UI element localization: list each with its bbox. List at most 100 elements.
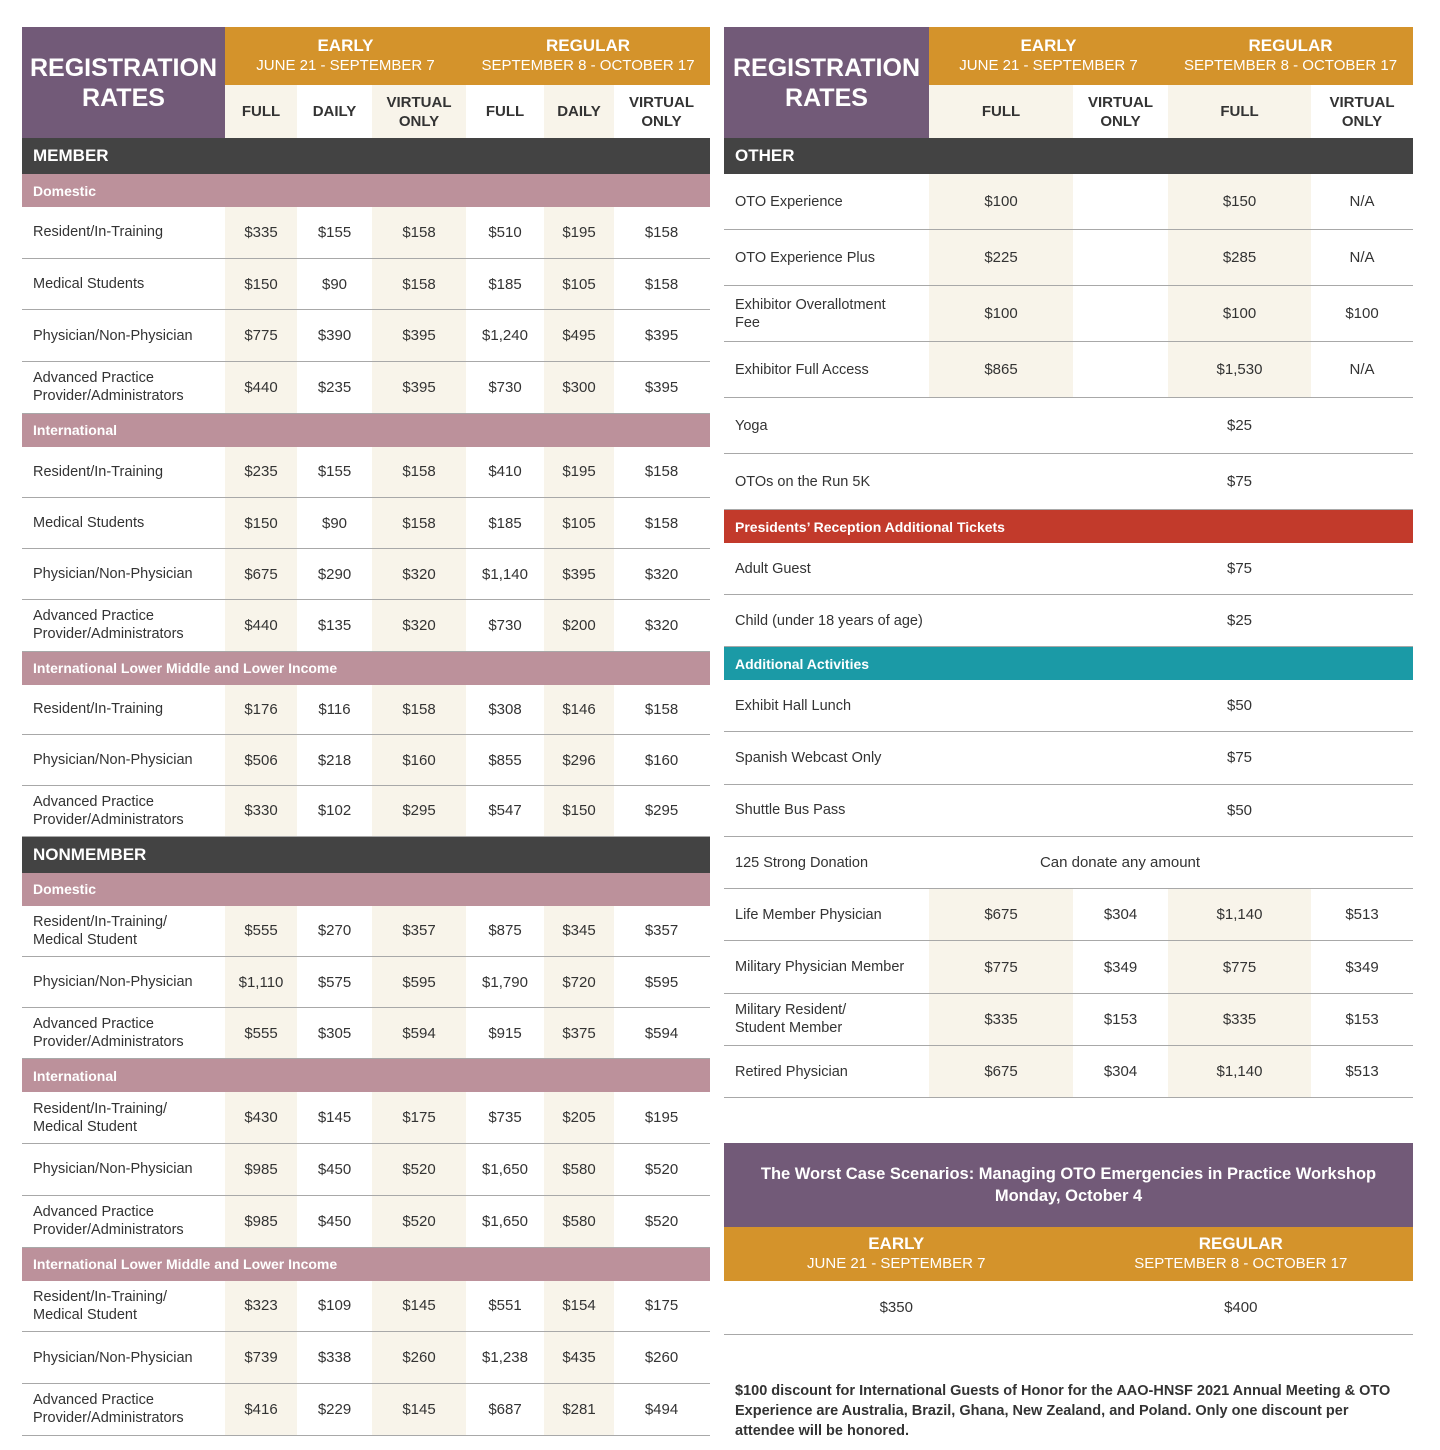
price-cell: $150 xyxy=(1168,174,1311,229)
price-cell: $430 xyxy=(225,1092,297,1144)
column-header: FULL xyxy=(929,85,1073,138)
price-cell: $75 xyxy=(1226,749,1253,767)
price-cell: $855 xyxy=(488,751,522,769)
table-title: REGISTRATION RATES xyxy=(22,27,225,138)
price-cell: $1,140 xyxy=(482,565,528,583)
price-cell: $175 xyxy=(372,1092,466,1144)
early-label: EARLY xyxy=(868,1234,925,1253)
price-cell: $410 xyxy=(488,463,522,481)
column-header: FULL xyxy=(225,85,297,138)
table-row: Physician/Non-Physician $506 $218 $160 $855 $… xyxy=(22,735,710,786)
table-row: Medical Students $150 $90 $158 $185 $105 $158 xyxy=(22,497,710,550)
row-label-line-1: Military Resident/ xyxy=(735,1002,847,1019)
row-label-line-1: Advanced Practice xyxy=(33,793,154,810)
price-cell: $520 xyxy=(644,1160,679,1178)
early-period: EARLY JUNE 21 - SEPTEMBER 7 xyxy=(929,27,1168,85)
price-cell: $158 xyxy=(644,514,679,532)
price-cell: $100 xyxy=(1345,305,1379,322)
column-header-line-2: ONLY xyxy=(398,112,440,130)
price-cell: $1,530 xyxy=(1168,342,1311,397)
regular-period: REGULAR SEPTEMBER 8 - OCTOBER 17 xyxy=(466,27,710,85)
price-cell: $281 xyxy=(544,1383,614,1435)
price-cell: $109 xyxy=(317,1297,352,1315)
table-title: REGISTRATION RATES xyxy=(724,27,929,138)
price-cell xyxy=(1073,342,1168,397)
price-cell: $90 xyxy=(321,514,348,532)
table-row: Physician/Non-Physician $675 $290 $320 $1,14… xyxy=(22,549,710,601)
price-cell: Can donate any amount xyxy=(1039,854,1201,872)
price-cell: $75 xyxy=(1226,560,1253,577)
price-cell: N/A xyxy=(1349,249,1375,266)
nonmember-international-header: International xyxy=(22,1059,710,1093)
row-label: Resident/In-Training xyxy=(22,685,225,735)
row-label-line-2: Medical Student xyxy=(33,1118,137,1135)
price-cell: $295 xyxy=(372,785,466,836)
row-label-line-2: Provider/Administrators xyxy=(33,388,184,405)
price-cell: $158 xyxy=(372,258,466,310)
other-section-header: OTHER xyxy=(724,138,1413,174)
price-cell: $158 xyxy=(372,446,466,497)
table-row: Retired Physician $675 $304 $1,140 $513 xyxy=(724,1046,1413,1099)
price-cell: $105 xyxy=(544,497,614,549)
row-label-line-2: Medical Student xyxy=(33,1306,137,1323)
price-cell: $390 xyxy=(317,327,352,345)
price-cell: $520 xyxy=(372,1195,466,1247)
price-cell: $775 xyxy=(225,310,297,362)
row-label: Advanced Practice Provider/Administrators xyxy=(22,786,225,836)
price-cell: $160 xyxy=(644,751,679,769)
price-cell: $865 xyxy=(929,342,1073,397)
row-label: Exhibit Hall Lunch xyxy=(724,680,929,731)
row-label: Resident/In-Training xyxy=(22,207,225,258)
price-cell: $300 xyxy=(544,362,614,413)
table-row: Shuttle Bus Pass $50 xyxy=(724,785,1413,837)
price-cell: $735 xyxy=(488,1109,522,1127)
price-cell: $145 xyxy=(317,1109,352,1127)
price-cell: $349 xyxy=(1103,958,1138,976)
column-header-line-2: ONLY xyxy=(1100,112,1141,130)
price-cell: $158 xyxy=(644,223,679,241)
row-label-line-2: Medical Student xyxy=(33,931,137,948)
price-cell: $100 xyxy=(929,286,1073,341)
price-cell: $450 xyxy=(317,1160,352,1178)
price-cell: $440 xyxy=(225,600,297,651)
row-label: Advanced Practice Provider/Administrators xyxy=(22,1196,225,1247)
row-label: Exhibitor Overallotment Fee xyxy=(724,286,929,341)
regular-label: REGULAR xyxy=(1198,1234,1283,1253)
early-label: EARLY xyxy=(1020,36,1077,55)
price-cell: $158 xyxy=(644,700,679,718)
column-header-line-1: DAILY xyxy=(312,103,357,120)
row-label: Life Member Physician xyxy=(724,889,929,940)
price-cell: $105 xyxy=(544,258,614,310)
member-international-header: International xyxy=(22,413,710,447)
row-label: Advanced Practice Provider/Administrators xyxy=(22,362,225,413)
registration-rates-left-table: REGISTRATION RATES EARLY JUNE 21 - SEPTEM… xyxy=(22,27,710,1436)
price-cell: $575 xyxy=(317,973,352,991)
column-header-line-1: FULL xyxy=(981,103,1021,120)
price-cell: $323 xyxy=(225,1280,297,1332)
price-cell: $185 xyxy=(488,275,522,293)
title-line-2: RATES xyxy=(785,83,868,112)
table-row: Physician/Non-Physician $1,110 $575 $595 $1,… xyxy=(22,956,710,1009)
registration-rates-right-table: REGISTRATION RATES EARLY JUNE 21 - SEPTEM… xyxy=(724,27,1413,1099)
price-cell: $349 xyxy=(1345,958,1379,976)
row-label: Physician/Non-Physician xyxy=(22,957,225,1007)
row-label-line-1: Yoga xyxy=(735,417,768,434)
row-label: Adult Guest xyxy=(724,543,929,594)
row-label: OTO Experience Plus xyxy=(724,230,929,285)
row-label-line-2: Student Member xyxy=(735,1020,843,1037)
price-cell xyxy=(1073,174,1168,229)
table-row: Resident/In-Training/Medical Student $430… xyxy=(22,1092,710,1145)
early-dates: JUNE 21 - SEPTEMBER 7 xyxy=(256,57,435,74)
price-cell: $1,650 xyxy=(482,1212,528,1230)
regular-label: REGULAR xyxy=(545,36,631,55)
regular-dates: SEPTEMBER 8 - OCTOBER 17 xyxy=(1134,1255,1348,1272)
row-label-line-1: OTO Experience xyxy=(735,193,843,210)
price-cell xyxy=(1073,230,1168,285)
price-cell: $158 xyxy=(372,207,466,258)
column-header: VIRTUAL ONLY xyxy=(1073,85,1168,138)
price-cell: $304 xyxy=(1103,906,1138,924)
row-label-line-2: Fee xyxy=(735,314,760,331)
column-header: DAILY xyxy=(297,85,372,138)
row-label-line-1: Physician/Non-Physician xyxy=(33,752,193,769)
price-cell: $494 xyxy=(644,1400,679,1418)
